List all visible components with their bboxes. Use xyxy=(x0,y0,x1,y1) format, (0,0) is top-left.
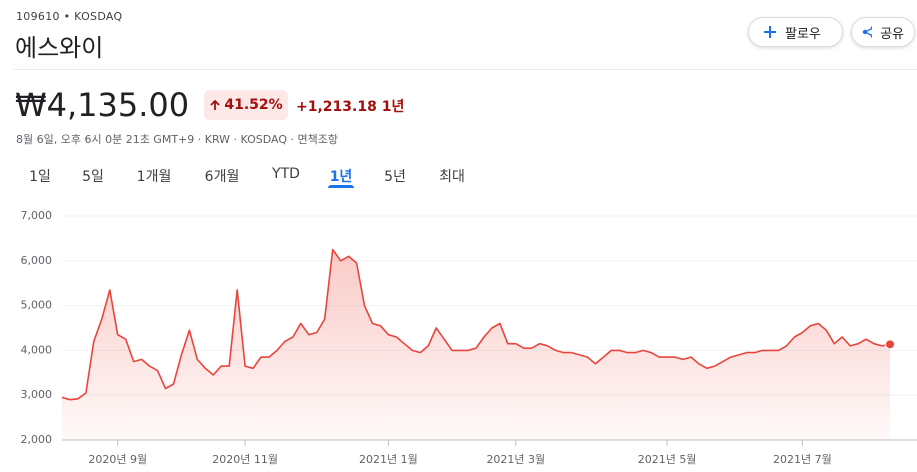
divider xyxy=(14,69,917,70)
plus-icon xyxy=(764,26,776,38)
y-tick-label: 2,000 xyxy=(21,433,53,446)
change-percent: 41.52% xyxy=(224,97,283,113)
timestamp-row: 8월 6일, 오후 6시 0분 21초 GMT+9 · KRW · KOSDAQ… xyxy=(16,131,338,147)
change-badge: 41.52% xyxy=(204,90,288,120)
ticker: 109610 • KOSDAQ xyxy=(16,10,123,23)
change-amount: +1,213.18 xyxy=(296,99,377,115)
x-tick-label: 2020년 9월 xyxy=(88,453,147,466)
price-line xyxy=(61,248,891,401)
stock-name: 에스와이 xyxy=(15,34,104,62)
range-tab[interactable]: 1일 xyxy=(29,169,51,185)
chart: 2,000 3,000 4,000 5,000 6,000 7,000 2020년 9월 20… xyxy=(21,209,917,466)
x-tick-label: 2020년 11월 xyxy=(212,453,278,466)
range-tab[interactable]: 1년 xyxy=(329,169,353,185)
follow-label: 팔로우 xyxy=(785,26,821,42)
y-tick-label: 7,000 xyxy=(21,209,53,222)
x-tick-label: 2021년 5월 xyxy=(638,453,697,466)
y-tick-label: 6,000 xyxy=(21,254,53,267)
up-arrow xyxy=(210,99,220,110)
range-tab[interactable]: 최대 xyxy=(439,169,465,185)
range-tab[interactable]: 1개월 xyxy=(136,169,172,185)
share-label: 공유 xyxy=(880,26,904,42)
range-tab[interactable]: 5년 xyxy=(384,169,406,185)
follow-button[interactable]: 팔로우 xyxy=(748,17,843,47)
timestamp: 8월 6일, 오후 6시 0분 21초 GMT+9 · KRW · KOSDAQ… xyxy=(16,133,298,146)
range-tab[interactable]: YTD xyxy=(272,166,300,182)
range-tab[interactable]: 5일 xyxy=(82,169,104,185)
y-tick-label: 5,000 xyxy=(21,299,53,312)
y-tick-label: 3,000 xyxy=(21,388,53,401)
change-row: +1,213.18 1년 xyxy=(296,96,404,116)
area xyxy=(62,249,890,440)
last-point xyxy=(885,339,895,350)
price: ₩4,135.00 xyxy=(15,86,190,124)
y-tick-label: 4,000 xyxy=(21,343,53,356)
share-icon xyxy=(862,26,873,38)
share-button[interactable]: 공유 xyxy=(851,17,915,47)
x-tick-label: 2021년 3월 xyxy=(486,453,545,466)
selected-underline xyxy=(328,185,354,188)
disclaimer-link[interactable]: 면책조항 xyxy=(297,133,339,146)
range-tab[interactable]: 6개월 xyxy=(204,169,240,185)
x-tick-label: 2021년 1월 xyxy=(359,453,418,466)
x-tick-label: 2021년 7월 xyxy=(773,453,832,466)
change-period: 1년 xyxy=(381,99,405,115)
